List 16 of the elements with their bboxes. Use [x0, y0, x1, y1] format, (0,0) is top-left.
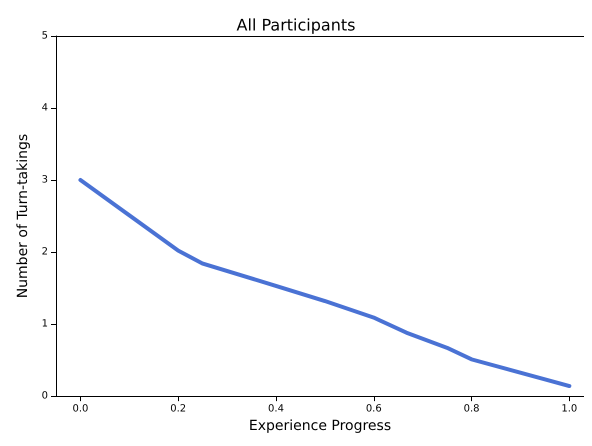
y-tick-label: 0 [42, 390, 48, 402]
y-tick-label: 2 [42, 246, 48, 258]
y-axis-title: Number of Turn-takings [15, 134, 31, 298]
x-tick-label: 1.0 [561, 404, 578, 415]
x-tick-label: 0.0 [72, 404, 88, 415]
x-tick-label: 0.6 [366, 404, 382, 415]
y-tick-label: 4 [42, 102, 48, 114]
y-tick-label: 1 [42, 318, 48, 330]
line-series [78, 178, 572, 388]
y-tick-label: 3 [42, 174, 48, 186]
x-axis-title: Experience Progress [248, 418, 392, 434]
chart-title: All Participants [236, 16, 356, 34]
y-tick-label: 5 [42, 30, 48, 42]
x-tick-label: 0.2 [170, 404, 186, 415]
x-tick-label: 0.4 [268, 404, 284, 415]
x-tick-label: 0.8 [464, 404, 480, 415]
